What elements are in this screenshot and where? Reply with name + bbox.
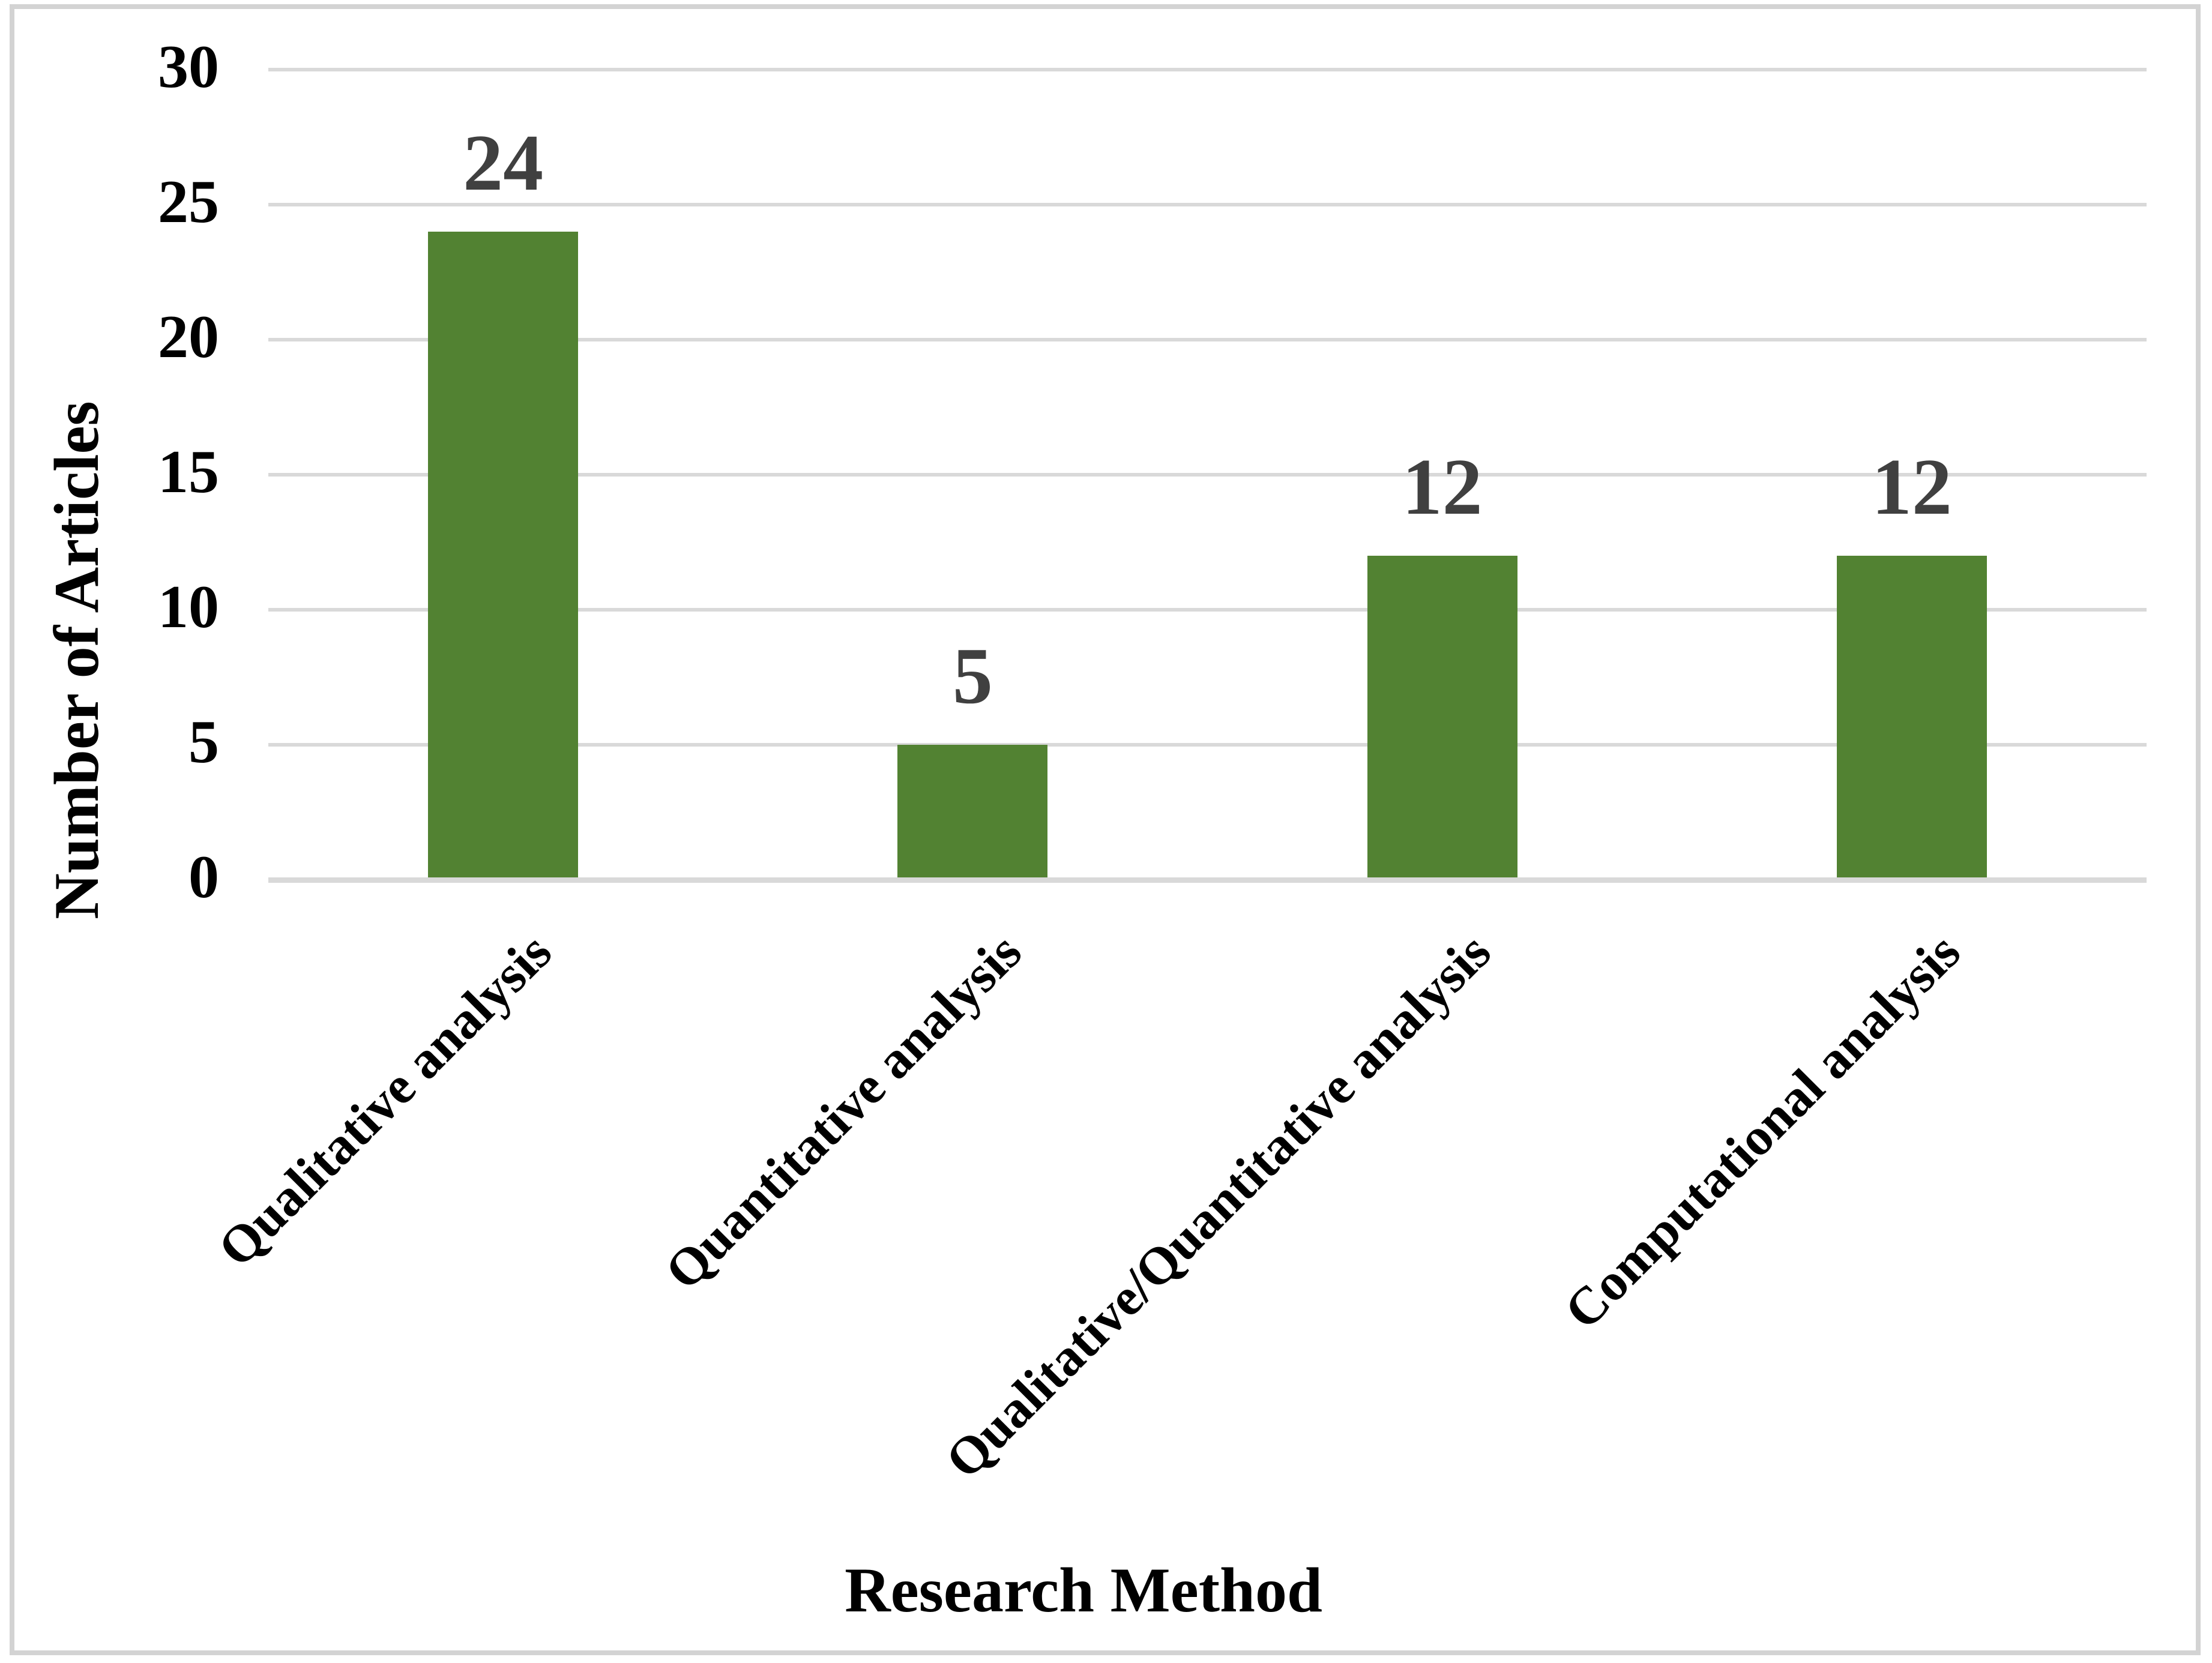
data-label-2: 5 [952, 631, 993, 720]
y-tick-label-20: 20 [158, 302, 219, 371]
gridline-y30 [268, 68, 2147, 71]
y-tick-label-15: 15 [158, 438, 219, 506]
data-label-3: 12 [1402, 442, 1483, 531]
y-tick-label-5: 5 [188, 708, 219, 776]
bar-1 [428, 232, 579, 880]
data-label-4: 12 [1871, 442, 1952, 531]
y-tick-label-30: 30 [158, 32, 219, 101]
category-label-2: Quantitative analysis [654, 922, 1033, 1301]
gridline-y25 [268, 203, 2147, 206]
gridline-y15 [268, 473, 2147, 477]
category-label-4: Computational analysis [1554, 922, 1972, 1341]
y-tick-label-10: 10 [158, 573, 219, 641]
x-axis-line [268, 877, 2147, 883]
category-label-1: Qualitative analysis [207, 922, 564, 1278]
gridline-y5 [268, 743, 2147, 747]
bar-2 [897, 745, 1048, 880]
x-axis-title: Research Method [845, 1555, 1322, 1625]
bar-4 [1836, 556, 1987, 880]
bar-3 [1367, 556, 1517, 880]
data-label-1: 24 [463, 118, 544, 207]
gridline-y10 [268, 608, 2147, 612]
gridline-y20 [268, 338, 2147, 341]
y-axis-title: Number of Articles [41, 401, 112, 919]
y-tick-label-0: 0 [188, 843, 219, 911]
y-tick-label-25: 25 [158, 167, 219, 236]
category-label-3: Qualitative/Quantitative analysis [935, 922, 1502, 1490]
